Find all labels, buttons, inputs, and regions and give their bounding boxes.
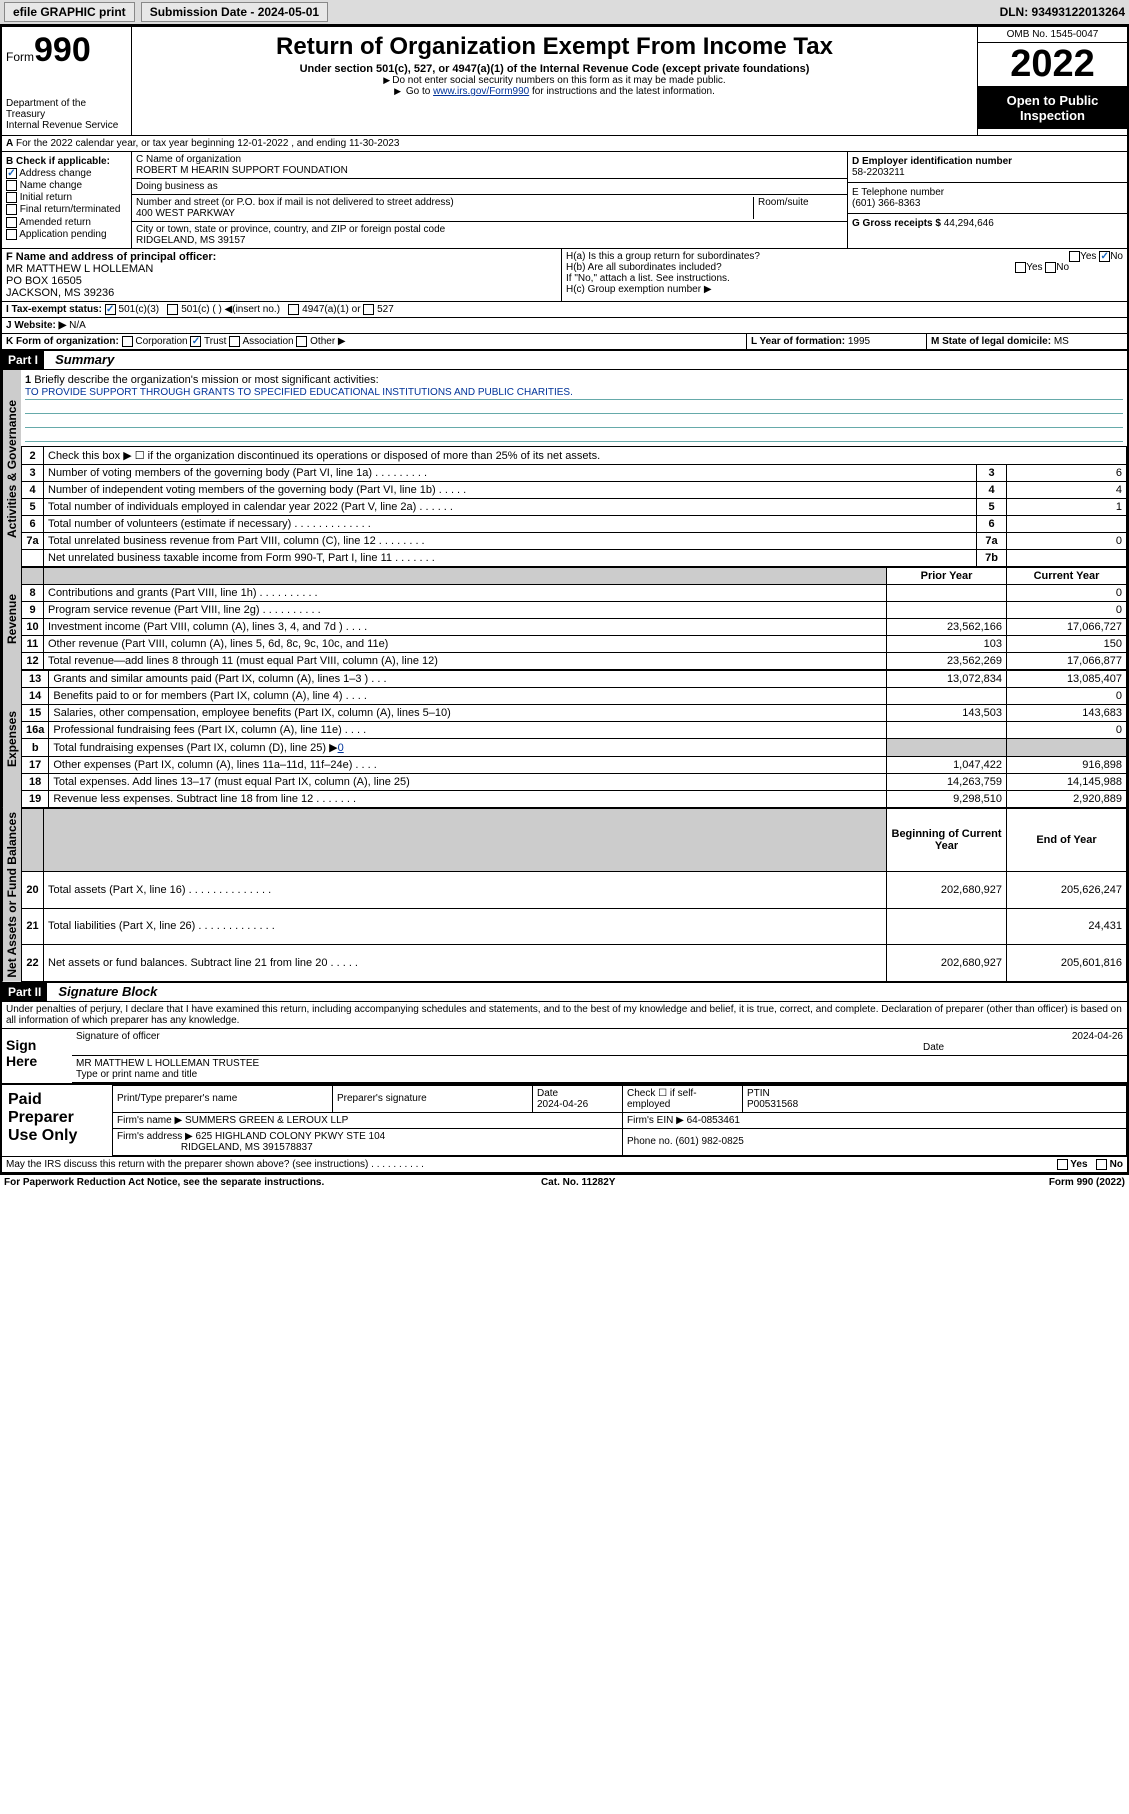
vtab-revenue: Revenue — [2, 567, 21, 670]
vtab-activities: Activities & Governance — [2, 370, 21, 567]
chk-527[interactable] — [363, 304, 374, 315]
cat-number: Cat. No. 11282Y — [541, 1177, 615, 1188]
chk-final-return[interactable] — [6, 204, 17, 215]
netassets-table: Beginning of Current YearEnd of Year 20T… — [21, 808, 1127, 982]
irs-label: Internal Revenue Service — [6, 120, 127, 131]
efile-button[interactable]: efile GRAPHIC print — [4, 2, 135, 22]
dln-label: DLN: 93493122013264 — [1000, 5, 1125, 19]
chk-hb-yes[interactable] — [1015, 262, 1026, 273]
top-toolbar: efile GRAPHIC print Submission Date - 20… — [0, 0, 1129, 25]
part2-title: Signature Block — [50, 984, 157, 999]
part1-title: Summary — [47, 352, 114, 367]
revenue-table: Prior YearCurrent Year 8Contributions an… — [21, 567, 1127, 670]
chk-application-pending[interactable] — [6, 229, 17, 240]
firm-name: SUMMERS GREEN & LEROUX LLP — [185, 1115, 348, 1126]
form-footer: Form 990 (2022) — [1049, 1177, 1125, 1188]
tax-year: 2022 — [978, 43, 1127, 87]
submission-date-button[interactable]: Submission Date - 2024-05-01 — [141, 2, 328, 22]
website-value: N/A — [69, 320, 86, 331]
chk-501c[interactable] — [167, 304, 178, 315]
chk-initial-return[interactable] — [6, 192, 17, 203]
firm-addr2: RIDGELAND, MS 391578837 — [181, 1142, 313, 1153]
officer-addr1: PO BOX 16505 — [6, 275, 82, 287]
org-name: ROBERT M HEARIN SUPPORT FOUNDATION — [136, 165, 348, 176]
form-number: Form990 — [6, 31, 127, 70]
form-subtitle: Under section 501(c), 527, or 4947(a)(1)… — [140, 63, 969, 75]
line1-label: Briefly describe the organization's miss… — [34, 374, 378, 386]
chk-discuss-yes[interactable] — [1057, 1159, 1068, 1170]
sign-here-label: Sign Here — [2, 1029, 72, 1083]
form-title: Return of Organization Exempt From Incom… — [140, 33, 969, 61]
sign-date: 2024-04-26 — [1072, 1031, 1123, 1042]
chk-name-change[interactable] — [6, 180, 17, 191]
chk-trust[interactable] — [190, 336, 201, 347]
chk-4947[interactable] — [288, 304, 299, 315]
city-state-zip: RIDGELAND, MS 39157 — [136, 235, 246, 246]
part1-header: Part I — [2, 351, 44, 369]
firm-phone: (601) 982-0825 — [675, 1136, 743, 1147]
mission-text: TO PROVIDE SUPPORT THROUGH GRANTS TO SPE… — [25, 386, 1123, 400]
expenses-table: 13Grants and similar amounts paid (Part … — [21, 670, 1127, 808]
paid-preparer-label: Paid Preparer Use Only — [2, 1085, 112, 1156]
chk-other[interactable] — [296, 336, 307, 347]
chk-501c3[interactable] — [105, 304, 116, 315]
chk-ha-no[interactable] — [1099, 251, 1110, 262]
phone-value: (601) 366-8363 — [852, 198, 920, 209]
vtab-netassets: Net Assets or Fund Balances — [2, 808, 21, 982]
chk-ha-yes[interactable] — [1069, 251, 1080, 262]
state-domicile: MS — [1054, 336, 1069, 347]
irs-link[interactable]: www.irs.gov/Form990 — [433, 86, 529, 97]
room-suite-label: Room/suite — [753, 197, 843, 219]
year-formation: 1995 — [848, 336, 870, 347]
activities-table: 2Check this box ▶ ☐ if the organization … — [21, 446, 1127, 567]
chk-assoc[interactable] — [229, 336, 240, 347]
part2-header: Part II — [2, 983, 47, 1001]
pra-notice: For Paperwork Reduction Act Notice, see … — [4, 1177, 324, 1188]
link-note: Go to www.irs.gov/Form990 for instructio… — [140, 86, 969, 97]
sig-officer-label: Signature of officer — [76, 1031, 923, 1053]
ein-value: 58-2203211 — [852, 167, 905, 178]
officer-name-title: MR MATTHEW L HOLLEMAN TRUSTEE — [76, 1058, 259, 1069]
hc-label: H(c) Group exemption number ▶ — [566, 284, 1123, 295]
dba-label: Doing business as — [132, 179, 847, 195]
chk-amended[interactable] — [6, 217, 17, 228]
firm-ein: 64-0853461 — [687, 1115, 740, 1126]
officer-name: MR MATTHEW L HOLLEMAN — [6, 263, 153, 275]
gross-receipts: 44,294,646 — [944, 218, 994, 229]
chk-hb-no[interactable] — [1045, 262, 1056, 273]
vtab-expenses: Expenses — [2, 670, 21, 808]
discuss-question: May the IRS discuss this return with the… — [6, 1159, 424, 1170]
penalties-text: Under penalties of perjury, I declare th… — [2, 1002, 1127, 1028]
chk-address-change[interactable] — [6, 168, 17, 179]
inspection-badge: Open to Public Inspection — [978, 87, 1127, 129]
hb-note: If "No," attach a list. See instructions… — [566, 273, 1123, 284]
block-b-checkboxes: B Check if applicable: Address change Na… — [2, 152, 132, 248]
ssn-note: Do not enter social security numbers on … — [140, 75, 969, 86]
omb-number: OMB No. 1545-0047 — [978, 27, 1127, 43]
chk-corp[interactable] — [122, 336, 133, 347]
street-address: 400 WEST PARKWAY — [136, 208, 235, 219]
firm-addr1: 625 HIGHLAND COLONY PKWY STE 104 — [196, 1131, 386, 1142]
dept-label: Department of the Treasury — [6, 98, 127, 120]
chk-discuss-no[interactable] — [1096, 1159, 1107, 1170]
ptin-value: P00531568 — [747, 1099, 798, 1110]
officer-addr2: JACKSON, MS 39236 — [6, 287, 114, 299]
period-line: A For the 2022 calendar year, or tax yea… — [2, 136, 1127, 152]
preparer-table: Print/Type preparer's name Preparer's si… — [112, 1085, 1127, 1156]
form-header: Form990 Department of the Treasury Inter… — [2, 27, 1127, 136]
